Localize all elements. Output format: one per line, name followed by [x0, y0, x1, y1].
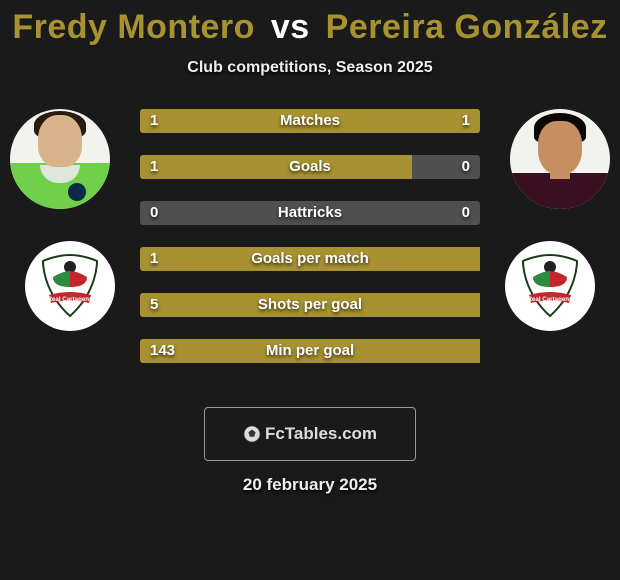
stat-right-value: 1	[462, 109, 470, 133]
stat-row: 1Matches1	[140, 109, 480, 133]
stat-label: Min per goal	[140, 339, 480, 363]
player1-avatar	[10, 109, 110, 209]
stat-row: 143Min per goal	[140, 339, 480, 363]
stat-label: Shots per goal	[140, 293, 480, 317]
branding-text: FcTables.com	[265, 424, 377, 444]
svg-text:Real Cartagena: Real Cartagena	[47, 296, 93, 303]
stat-label: Matches	[140, 109, 480, 133]
player2-avatar	[510, 109, 610, 209]
svg-text:Real Cartagena: Real Cartagena	[527, 296, 573, 303]
stat-row: 1Goals per match	[140, 247, 480, 271]
stats-area: Real Cartagena Real Cartagena 1Matches11…	[0, 109, 620, 399]
stat-row: 1Goals0	[140, 155, 480, 179]
comparison-card: Fredy Montero vs Pereira González Club c…	[0, 0, 620, 580]
stat-label: Goals	[140, 155, 480, 179]
shield-icon: Real Cartagena	[519, 253, 581, 319]
shield-icon: Real Cartagena	[39, 253, 101, 319]
branding-box: FcTables.com	[204, 407, 416, 461]
vs-label: vs	[271, 8, 310, 46]
stat-label: Goals per match	[140, 247, 480, 271]
title-row: Fredy Montero vs Pereira González	[0, 8, 620, 47]
subtitle: Club competitions, Season 2025	[0, 59, 620, 77]
stat-right-value: 0	[462, 201, 470, 225]
player2-club-badge: Real Cartagena	[505, 241, 595, 331]
player1-club-badge: Real Cartagena	[25, 241, 115, 331]
player2-name: Pereira González	[326, 8, 608, 46]
stat-row: 0Hattricks0	[140, 201, 480, 225]
soccer-ball-icon	[243, 425, 261, 443]
stat-right-value: 0	[462, 155, 470, 179]
player1-name: Fredy Montero	[12, 8, 255, 46]
stat-row: 5Shots per goal	[140, 293, 480, 317]
stat-bars: 1Matches11Goals00Hattricks01Goals per ma…	[140, 109, 480, 385]
date-label: 20 february 2025	[0, 475, 620, 495]
stat-label: Hattricks	[140, 201, 480, 225]
